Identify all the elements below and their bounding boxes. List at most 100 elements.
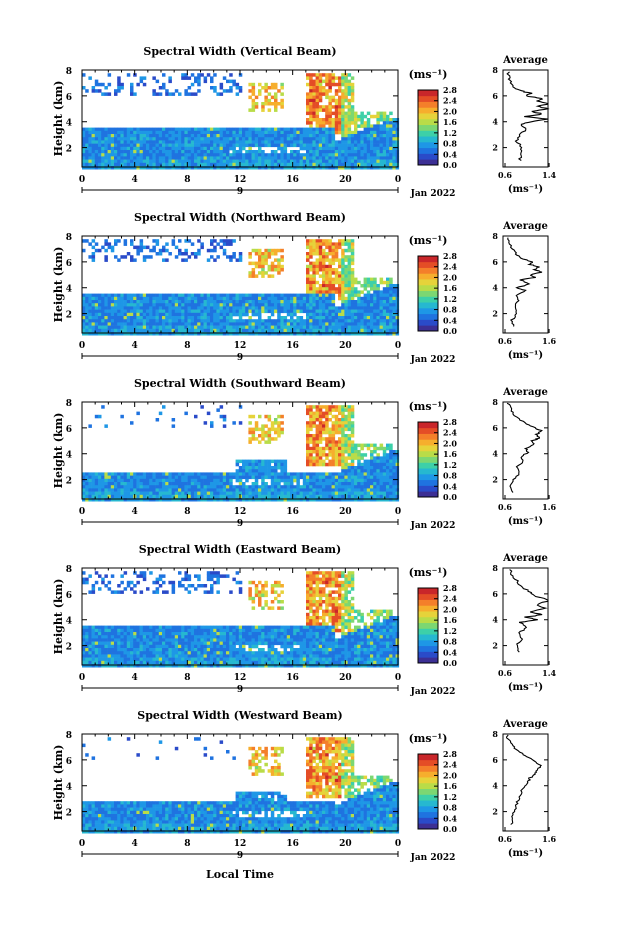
heatmap-cell xyxy=(171,491,176,496)
heatmap-cell xyxy=(197,140,201,144)
heatmap-cell xyxy=(373,456,377,460)
heatmap-cell xyxy=(354,316,358,320)
heatmap-cell xyxy=(142,245,147,250)
heatmap-cell xyxy=(386,303,390,307)
heatmap-cell xyxy=(360,475,364,480)
heatmap-cell xyxy=(94,140,99,144)
heatmap-cell xyxy=(104,494,108,499)
heatmap-cell xyxy=(341,98,345,103)
heatmap-cell xyxy=(82,162,86,167)
heatmap-cell xyxy=(136,306,140,310)
heatmap-cell xyxy=(216,332,220,336)
heatmap-cell xyxy=(328,319,332,323)
heatmap-cell xyxy=(235,127,240,132)
heatmap-cell xyxy=(206,328,211,333)
heatmap-cell xyxy=(274,303,278,307)
heatmap-cell xyxy=(210,153,214,157)
heatmap-cell xyxy=(322,118,326,122)
heatmap-cell xyxy=(264,98,268,103)
heatmap-cell xyxy=(350,98,355,103)
heatmap-cell xyxy=(392,166,396,170)
heatmap-cell xyxy=(283,150,288,154)
heatmap-cell xyxy=(315,92,320,96)
heatmap-cell xyxy=(312,437,316,441)
heatmap-cell xyxy=(338,437,342,441)
heatmap-cell xyxy=(325,485,329,489)
heatmap-cell xyxy=(312,140,316,144)
heatmap-cell xyxy=(277,485,281,489)
heatmap-cell xyxy=(229,134,233,138)
heatmap-cell xyxy=(149,325,153,330)
heatmap-cell xyxy=(130,134,134,138)
heatmap-cell xyxy=(94,150,99,154)
heatmap-cell xyxy=(168,127,172,132)
colorbar-segment xyxy=(418,124,438,131)
heatmap-cell xyxy=(133,166,137,170)
heatmap-cell xyxy=(306,312,310,317)
heatmap-cell xyxy=(366,146,371,151)
heatmap-cell xyxy=(302,482,307,486)
heatmap-cell xyxy=(306,408,310,412)
heatmap-cell xyxy=(229,127,233,132)
heatmap-cell xyxy=(248,319,252,323)
heatmap-cell xyxy=(117,166,121,170)
heatmap-cell xyxy=(322,414,326,419)
heatmap-cell xyxy=(366,156,371,160)
heatmap-cell xyxy=(242,466,246,470)
heatmap-cell xyxy=(389,127,393,132)
heatmap-cell xyxy=(360,478,364,483)
heatmap-cell xyxy=(245,159,249,164)
heatmap-cell xyxy=(245,325,249,330)
heatmap-cell xyxy=(213,86,217,90)
heatmap-cell xyxy=(280,296,284,301)
heatmap-cell xyxy=(306,332,310,336)
heatmap-cell xyxy=(142,255,147,259)
heatmap-cell xyxy=(136,300,140,304)
heatmap-cell xyxy=(309,150,313,154)
heatmap-cell xyxy=(344,150,348,154)
heatmap-cell xyxy=(322,427,326,432)
heatmap-cell xyxy=(82,491,86,496)
heatmap-cell xyxy=(101,127,105,132)
heatmap-cell xyxy=(363,287,368,291)
heatmap-cell xyxy=(318,453,323,457)
heatmap-cell xyxy=(280,143,284,148)
heatmap-cell xyxy=(267,300,272,304)
colorbar-tick-label: 1.6 xyxy=(443,283,457,293)
heatmap-cell xyxy=(187,159,192,164)
heatmap-cell xyxy=(347,121,352,125)
heatmap-cell xyxy=(280,328,284,333)
heatmap-cell xyxy=(187,146,192,151)
heatmap-cell xyxy=(222,312,227,317)
heatmap-cell xyxy=(331,124,336,128)
heatmap-cell xyxy=(142,258,147,262)
heatmap-cell xyxy=(270,488,275,492)
heatmap-cell xyxy=(309,248,313,253)
heatmap-cell xyxy=(94,312,99,317)
heatmap-cell xyxy=(379,443,384,448)
heatmap-cell xyxy=(341,293,345,298)
heatmap-cell xyxy=(136,245,140,250)
heatmap-cell xyxy=(318,421,323,425)
heatmap-cell xyxy=(382,325,387,330)
heatmap-cell xyxy=(309,411,313,416)
heatmap-cell xyxy=(190,146,195,151)
average-title: Average xyxy=(502,55,548,66)
heatmap-cell xyxy=(126,156,131,160)
heatmap-cell xyxy=(280,268,284,272)
heatmap-cell xyxy=(373,325,377,330)
heatmap-cell xyxy=(254,143,259,148)
heatmap-cell xyxy=(101,478,105,483)
heatmap-cell xyxy=(235,300,240,304)
heatmap-cell xyxy=(232,293,236,298)
heatmap-cell xyxy=(178,498,182,502)
heatmap-cell xyxy=(110,478,115,483)
heatmap-cell xyxy=(338,430,342,435)
heatmap-cell xyxy=(338,424,342,428)
heatmap-cell xyxy=(235,258,240,262)
heatmap-cell xyxy=(152,322,156,326)
heatmap-cell xyxy=(386,280,390,285)
heatmap-cell xyxy=(350,434,355,438)
heatmap-cell xyxy=(171,332,176,336)
heatmap-cell xyxy=(174,303,179,307)
